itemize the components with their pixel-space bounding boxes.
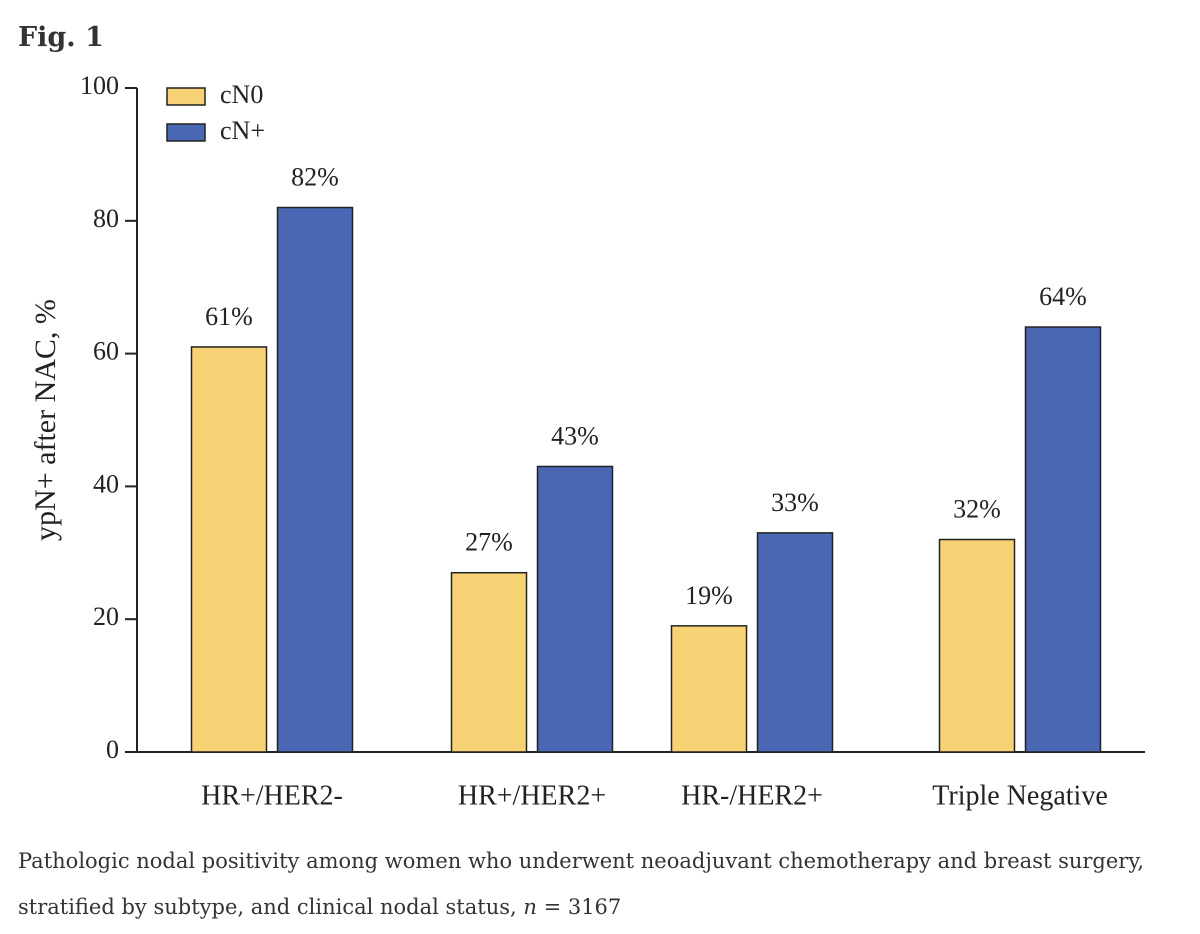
value-label: 27% [465,528,513,557]
legend-label: cN+ [220,116,265,145]
x-tick-label: HR+/HER2- [201,780,343,811]
bar [276,206,354,753]
bar [938,538,1016,753]
value-label: 64% [1039,282,1087,311]
legend-swatch [166,123,206,142]
caption-text: n [523,895,537,919]
x-tick-label: Triple Negative [932,780,1108,811]
y-tick-label: 100 [80,71,119,100]
bar [536,465,614,753]
y-tick-label: 0 [106,735,119,764]
caption-text: Pathologic nodal positivity among women … [18,849,1145,919]
legend-swatch [166,87,206,106]
value-label: 33% [771,488,819,517]
y-tick-label: 40 [93,469,119,498]
legend-label: cN0 [220,80,263,109]
chart: ypN+ after NAC, % 0 20 40 60 80 100 HR+/HER2- 6… [29,71,1145,811]
x-tick-label: HR+/HER2+ [458,780,606,811]
bar [756,532,834,753]
caption: Pathologic nodal positivity among women … [18,838,1188,930]
y-tick-label: 20 [93,602,119,631]
y-tick-label: 80 [93,204,119,233]
value-label: 32% [953,494,1001,523]
bar [670,625,748,753]
value-label: 82% [291,162,339,191]
caption-text: = 3167 [536,895,622,919]
figure-label: Fig. 1 [18,22,104,53]
y-tick-label: 60 [93,337,119,366]
bar [450,571,528,753]
bar [1024,326,1102,753]
y-axis-title: ypN+ after NAC, % [29,299,62,541]
x-tick-label: HR-/HER2+ [681,780,823,811]
bar [190,346,268,753]
value-label: 43% [551,421,599,450]
value-label: 61% [205,302,253,331]
value-label: 19% [685,581,733,610]
